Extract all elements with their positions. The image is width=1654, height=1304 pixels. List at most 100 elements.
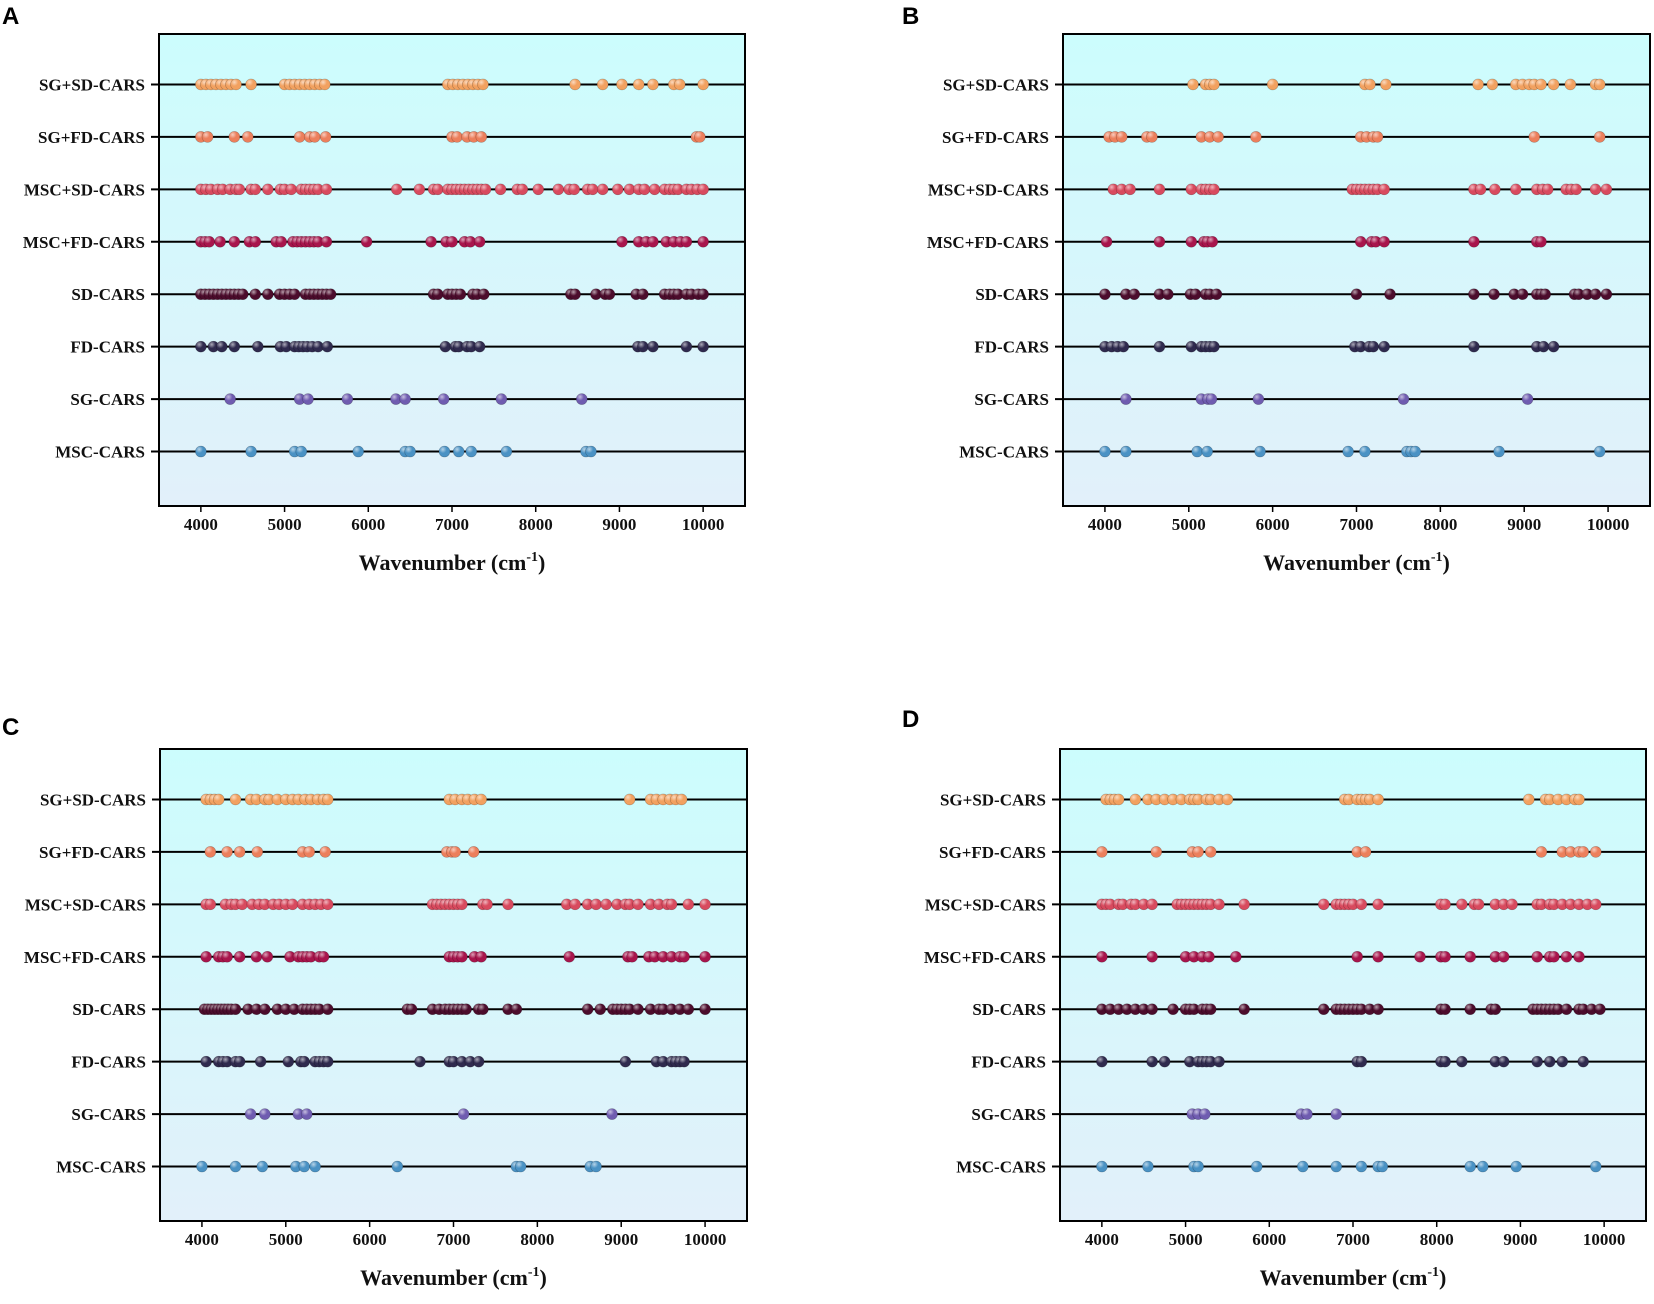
data-point-highlight [242, 131, 254, 143]
data-point-highlight [590, 1161, 602, 1173]
data-point-highlight [249, 183, 261, 195]
data-point-highlight [1146, 131, 1158, 143]
data-point-highlight [1359, 446, 1371, 458]
data-point-highlight [1120, 446, 1132, 458]
data-point-highlight [1456, 1056, 1468, 1068]
row-label: SD-CARS [72, 1000, 146, 1019]
data-point-highlight [451, 131, 463, 143]
data-point-highlight [312, 236, 324, 248]
data-point-highlight [1343, 793, 1355, 805]
data-point-highlight [597, 78, 609, 90]
data-point-highlight [1099, 446, 1111, 458]
data-point-highlight [1107, 183, 1119, 195]
x-tick-label: 4000 [185, 1230, 219, 1249]
data-point-highlight [1594, 1003, 1606, 1015]
data-point-highlight [1230, 951, 1242, 963]
data-point-highlight [298, 1161, 310, 1173]
data-point-highlight [1376, 1161, 1388, 1173]
data-point-highlight [1129, 898, 1141, 910]
data-point-highlight [1099, 288, 1111, 300]
x-tick-label: 6000 [1252, 1230, 1286, 1249]
data-point-highlight [361, 236, 373, 248]
x-axis-label: Wavenumber (cm-1) [1260, 1265, 1447, 1290]
data-point-highlight [1117, 898, 1129, 910]
data-point-highlight [657, 1056, 669, 1068]
data-point-highlight [645, 898, 657, 910]
data-point-highlight [699, 898, 711, 910]
data-point-highlight [200, 1056, 212, 1068]
x-tick-label: 7000 [435, 515, 469, 534]
data-point-highlight [1213, 898, 1225, 910]
data-point-highlight [1367, 341, 1379, 353]
data-point-highlight [1201, 446, 1213, 458]
data-point-highlight [1192, 793, 1204, 805]
data-point-highlight [438, 393, 450, 405]
data-point-highlight [672, 183, 684, 195]
data-point-highlight [280, 341, 292, 353]
data-point-highlight [633, 236, 645, 248]
x-axis-label: Wavenumber (cm-1) [360, 1265, 547, 1290]
data-point-highlight [200, 951, 212, 963]
data-point-highlight [699, 951, 711, 963]
x-tick-label: 5000 [1169, 1230, 1203, 1249]
data-point-highlight [1185, 183, 1197, 195]
data-point-highlight [1150, 793, 1162, 805]
data-point-highlight [1556, 898, 1568, 910]
data-point-highlight [582, 898, 594, 910]
data-point-highlight [1167, 1003, 1179, 1015]
data-point-highlight [1556, 846, 1568, 858]
data-point-highlight [1548, 898, 1560, 910]
data-point-highlight [474, 341, 486, 353]
x-axis-label-main: Wavenumber (cm [359, 550, 527, 575]
data-point-highlight [697, 236, 709, 248]
data-point-highlight [259, 898, 271, 910]
data-point-highlight [1489, 1003, 1501, 1015]
row-label: MSC+FD-CARS [927, 233, 1049, 252]
x-tick-label: 6000 [351, 515, 385, 534]
data-point-highlight [1538, 341, 1550, 353]
data-point-highlight [204, 846, 216, 858]
x-tick-label: 7000 [437, 1230, 471, 1249]
row-label: MSC+SD-CARS [24, 180, 145, 199]
row-label: SG+SD-CARS [943, 75, 1049, 94]
data-point-highlight [1104, 1003, 1116, 1015]
x-tick-label: 4000 [184, 515, 218, 534]
panel-label: A [2, 3, 19, 30]
row-label: MSC-CARS [959, 443, 1049, 462]
data-point-highlight [321, 341, 333, 353]
data-point-highlight [1439, 1003, 1451, 1015]
data-point-highlight [1146, 1003, 1158, 1015]
data-point-highlight [1351, 951, 1363, 963]
data-point-highlight [1205, 393, 1217, 405]
data-point-highlight [1195, 131, 1207, 143]
x-tick-label: 5000 [269, 1230, 303, 1249]
data-point-highlight [1330, 1161, 1342, 1173]
data-point-highlight [1318, 1003, 1330, 1015]
data-point-highlight [582, 1003, 594, 1015]
row-label: MSC+FD-CARS [924, 948, 1046, 967]
data-point-highlight [647, 78, 659, 90]
data-point-highlight [1301, 1108, 1313, 1120]
data-point-highlight [1590, 846, 1602, 858]
data-point-highlight [391, 183, 403, 195]
data-point-highlight [456, 1056, 468, 1068]
data-point-highlight [676, 793, 688, 805]
plot-area [160, 749, 747, 1221]
panel-C: C SG+SD-CARS SG+FD-CARS MSC+SD-CARS MSC+FD-C… [2, 714, 748, 1290]
data-point-highlight [666, 951, 678, 963]
data-point-highlight [242, 1003, 254, 1015]
x-tick-label: 9000 [1507, 515, 1541, 534]
row-label: FD-CARS [71, 1053, 146, 1072]
data-point-highlight [697, 78, 709, 90]
data-point-highlight [1159, 793, 1171, 805]
data-point-highlight [1397, 393, 1409, 405]
data-point-highlight [286, 898, 298, 910]
data-point-highlight [569, 898, 581, 910]
data-point-highlight [1439, 951, 1451, 963]
data-point-highlight [245, 446, 257, 458]
data-point-highlight [1590, 1161, 1602, 1173]
data-point-highlight [1548, 951, 1560, 963]
data-point-highlight [697, 341, 709, 353]
data-point-highlight [1238, 1003, 1250, 1015]
row-label: FD-CARS [70, 338, 145, 357]
